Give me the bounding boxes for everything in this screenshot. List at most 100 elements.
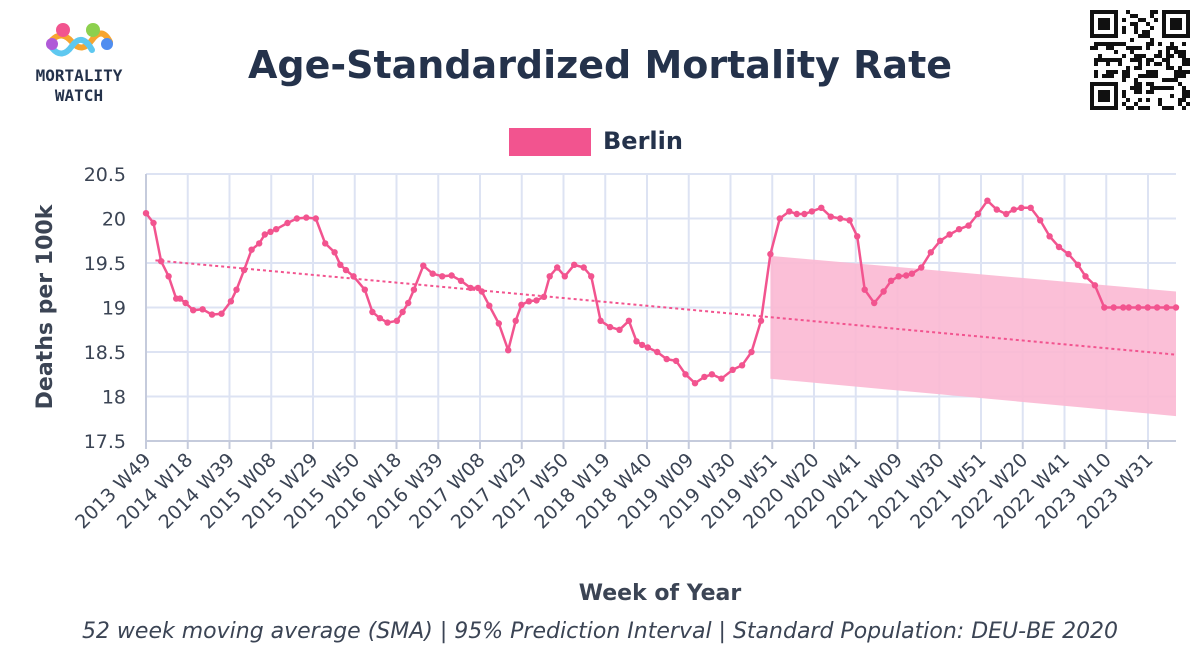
data-point <box>384 319 391 326</box>
data-point <box>974 210 982 218</box>
data-point <box>208 311 216 318</box>
data-point <box>540 293 548 300</box>
data-point <box>1135 304 1142 311</box>
data-point <box>729 366 736 373</box>
data-point <box>218 310 225 317</box>
y-tick-label: 20.5 <box>84 164 126 186</box>
data-point <box>654 348 661 356</box>
data-point <box>1091 282 1099 289</box>
data-point <box>827 213 834 220</box>
data-point <box>616 326 623 333</box>
data-point <box>331 249 338 256</box>
data-point <box>1065 250 1072 258</box>
data-point <box>439 273 446 280</box>
data-point <box>227 298 235 305</box>
data-point <box>993 206 1000 213</box>
data-point <box>293 215 301 222</box>
data-point <box>1046 233 1053 240</box>
data-point <box>633 338 640 345</box>
data-point <box>312 215 319 222</box>
data-point <box>1163 304 1170 311</box>
data-point <box>955 226 963 233</box>
data-point <box>518 301 525 308</box>
prediction-interval-band <box>770 255 1176 417</box>
y-axis-ticks: 20.5 20 19.5 19 18.5 18 17.5 <box>84 164 126 453</box>
data-point <box>1101 304 1108 311</box>
data-point <box>533 297 540 304</box>
data-point <box>1055 243 1063 251</box>
data-point <box>837 215 844 222</box>
legend[interactable]: Berlin <box>509 127 683 156</box>
data-point <box>495 320 502 327</box>
data-point <box>918 264 925 271</box>
data-point <box>984 197 991 204</box>
legend-label: Berlin <box>603 127 683 155</box>
data-point <box>597 317 604 324</box>
data-point <box>682 371 689 378</box>
data-point <box>405 299 412 307</box>
legend-swatch <box>509 128 591 156</box>
data-point <box>478 288 485 295</box>
y-tick-label: 19.5 <box>84 253 126 275</box>
series-line-berlin <box>145 199 1176 385</box>
data-point <box>1110 304 1117 311</box>
chart-caption: 52 week moving average (SMA) | 95% Predi… <box>82 619 1118 644</box>
data-point <box>1125 304 1133 311</box>
data-point <box>767 250 774 258</box>
data-point <box>376 315 384 322</box>
data-point <box>854 233 861 240</box>
data-point <box>273 226 280 233</box>
data-point <box>895 273 902 280</box>
logo: MORTALITY WATCH <box>36 23 123 105</box>
series-berlin <box>142 197 1180 387</box>
data-point <box>588 273 595 280</box>
data-point <box>701 373 708 381</box>
chart-title: Age-Standardized Mortality Rate <box>248 43 952 87</box>
data-point <box>342 266 350 274</box>
data-point <box>801 210 808 218</box>
y-tick-label: 19 <box>102 298 126 320</box>
data-point <box>142 210 150 217</box>
data-point <box>303 214 310 221</box>
data-point <box>846 217 853 224</box>
y-tick-label: 20 <box>102 209 126 231</box>
data-point <box>233 286 240 293</box>
data-point <box>718 375 725 382</box>
data-point <box>691 380 699 387</box>
data-point <box>793 210 800 218</box>
qr-code-icon <box>1088 8 1192 112</box>
data-point <box>248 246 255 253</box>
data-point <box>663 355 670 363</box>
data-point <box>786 208 793 215</box>
data-point <box>157 258 165 265</box>
data-point <box>887 277 895 284</box>
data-point <box>361 286 368 293</box>
data-point <box>1018 204 1025 211</box>
data-point <box>182 299 189 307</box>
x-axis-title: Week of Year <box>579 581 742 606</box>
data-point <box>1037 217 1044 224</box>
data-point <box>150 219 157 227</box>
data-point <box>190 307 197 314</box>
data-point <box>337 261 344 268</box>
data-point <box>937 237 944 244</box>
data-point <box>1144 304 1151 311</box>
data-point <box>708 371 716 378</box>
y-tick-label: 18 <box>102 387 126 409</box>
data-point <box>467 284 474 292</box>
trend-line <box>155 259 1177 356</box>
data-point <box>546 273 553 280</box>
data-point <box>393 317 401 324</box>
data-point <box>176 295 184 302</box>
data-point <box>638 341 646 349</box>
data-point <box>512 317 519 324</box>
data-point <box>525 298 533 305</box>
data-point <box>399 308 406 316</box>
data-point <box>1120 304 1127 311</box>
data-point <box>871 299 878 307</box>
logo-text-line1: MORTALITY <box>36 66 123 85</box>
data-point <box>818 204 825 211</box>
data-point <box>267 228 274 235</box>
